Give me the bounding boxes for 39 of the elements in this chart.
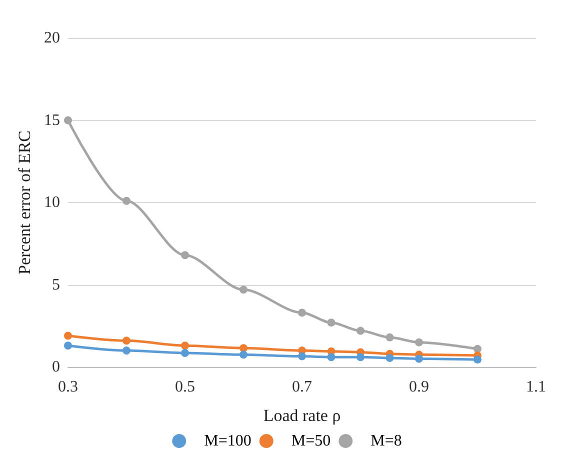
point	[415, 338, 423, 346]
x-tick-label: 1.1	[526, 378, 546, 396]
y-tick-label: 10	[44, 194, 60, 211]
x-tick-label: 0.7	[292, 378, 312, 396]
y-tick-label: 15	[44, 112, 60, 129]
point	[64, 116, 72, 124]
point	[298, 352, 306, 360]
point	[181, 349, 189, 358]
x-axis-title: Load rate ρ	[263, 406, 341, 425]
point	[298, 308, 306, 317]
point	[122, 336, 130, 345]
point	[64, 332, 72, 340]
point	[327, 353, 336, 362]
point	[415, 354, 423, 363]
point	[240, 350, 248, 359]
point	[474, 356, 482, 364]
y-tick-label: 5	[52, 276, 60, 294]
x-tick-label: 0.9	[409, 378, 429, 396]
legend-label: M=100	[204, 432, 252, 450]
point	[181, 251, 189, 260]
y-axis-title: Percent error of ERC	[15, 130, 34, 274]
point	[240, 286, 248, 294]
point	[122, 346, 130, 355]
y-tick-label: 0	[52, 358, 60, 376]
legend-label: M=8	[370, 432, 402, 450]
legend-label: M=50	[291, 432, 331, 450]
point	[122, 196, 130, 205]
point	[240, 344, 248, 352]
point	[386, 333, 394, 342]
point	[356, 353, 364, 362]
point	[181, 342, 189, 350]
x-tick-label: 0.5	[175, 378, 195, 396]
point	[327, 318, 336, 327]
point	[64, 342, 72, 350]
x-tick-label: 0.3	[58, 378, 78, 396]
point	[474, 344, 482, 353]
point	[356, 326, 364, 335]
point	[386, 354, 394, 362]
y-tick-label: 20	[44, 30, 60, 46]
